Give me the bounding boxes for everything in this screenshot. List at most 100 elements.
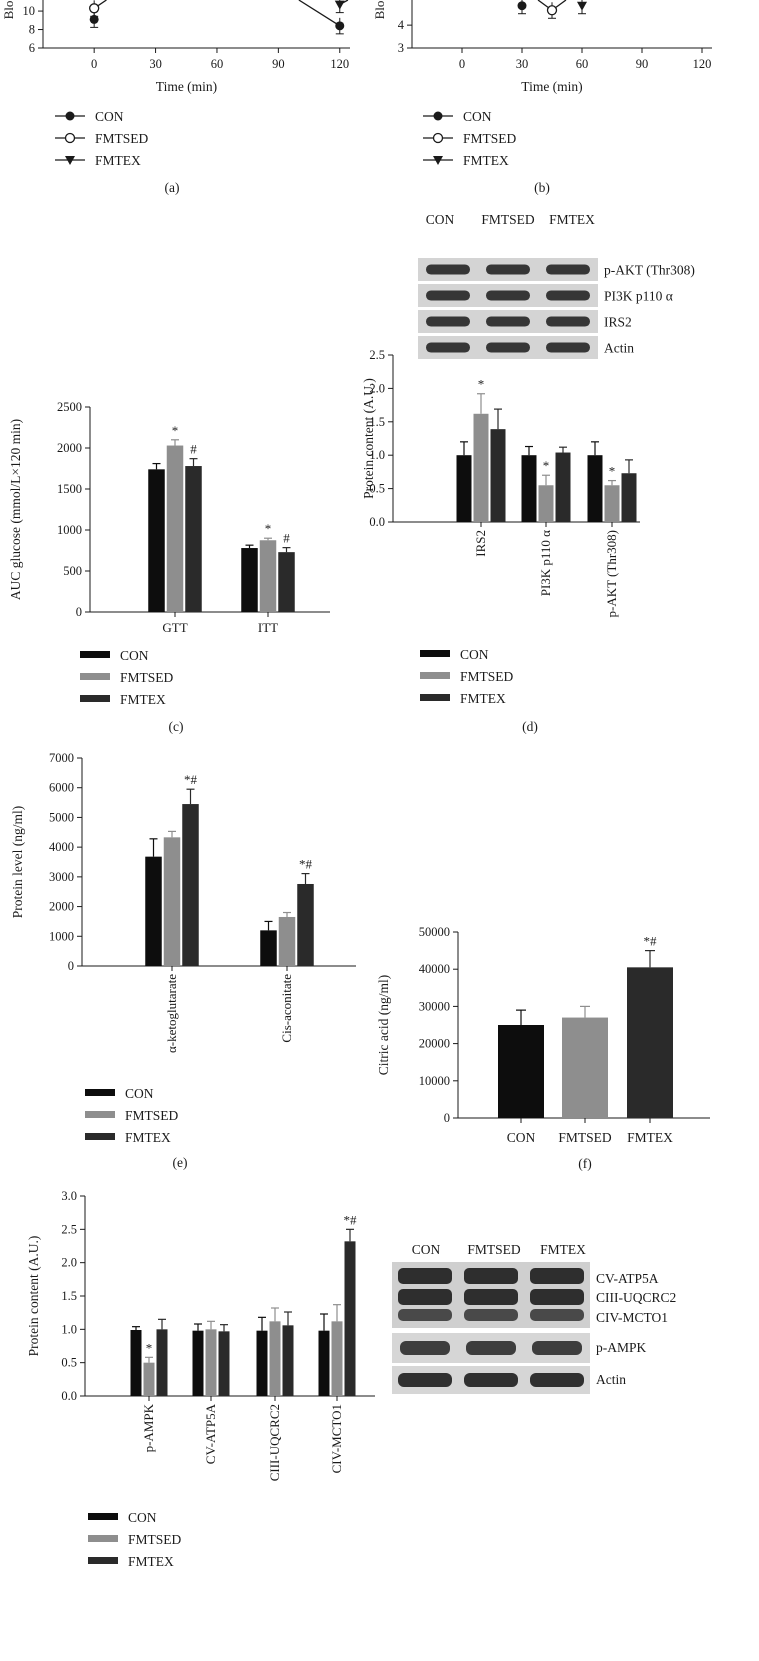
significance-mark: *# bbox=[299, 857, 313, 872]
blot-row-label: PI3K p110 α bbox=[604, 289, 673, 304]
blot-band bbox=[466, 1341, 516, 1355]
blot-band bbox=[530, 1268, 584, 1284]
blot-column-label: FMTEX bbox=[549, 212, 595, 227]
marker bbox=[334, 0, 345, 10]
x-tick-label: FMTEX bbox=[627, 1130, 673, 1145]
significance-mark: # bbox=[283, 531, 290, 546]
x-tick-label: 90 bbox=[636, 57, 649, 71]
blot-row-label: p-AKT (Thr308) bbox=[604, 263, 695, 278]
marker bbox=[65, 156, 75, 165]
y-tick-label: 40000 bbox=[419, 962, 450, 976]
panel-label: (a) bbox=[165, 180, 180, 195]
legend-label: FMTSED bbox=[128, 1532, 182, 1547]
x-tick-label: 60 bbox=[211, 57, 224, 71]
legend-swatch bbox=[420, 672, 450, 679]
significance-mark: * bbox=[543, 458, 550, 473]
blot-band bbox=[530, 1309, 584, 1321]
legend-swatch bbox=[80, 673, 110, 680]
legend-label: CON bbox=[463, 109, 492, 124]
panel-label: (c) bbox=[169, 719, 184, 734]
blot-band bbox=[486, 290, 530, 301]
y-tick-label: 1.5 bbox=[61, 1289, 77, 1303]
blot-band bbox=[398, 1309, 452, 1321]
bar bbox=[259, 540, 277, 612]
marker bbox=[65, 111, 75, 121]
blot-column-label: FMTSED bbox=[467, 1242, 521, 1257]
x-tick-label: IRS2 bbox=[473, 530, 488, 557]
x-axis-label: Time (min) bbox=[156, 79, 217, 94]
legend-label: FMTEX bbox=[95, 153, 141, 168]
y-tick-label: 3 bbox=[398, 41, 404, 55]
x-tick-label: CV-ATP5A bbox=[203, 1403, 218, 1464]
significance-mark: * bbox=[146, 1340, 153, 1355]
bar bbox=[331, 1321, 343, 1396]
legend-label: FMTSED bbox=[460, 669, 514, 684]
bar bbox=[269, 1321, 281, 1396]
x-tick-label: CIII-UQCRC2 bbox=[267, 1404, 282, 1481]
marker bbox=[577, 1, 587, 11]
blot-row-label: p-AMPK bbox=[596, 1340, 647, 1355]
y-tick-label: 2000 bbox=[49, 900, 74, 914]
significance-mark: * bbox=[478, 377, 485, 392]
x-tick-label: CIV-MCTO1 bbox=[329, 1404, 344, 1473]
x-tick-label: GTT bbox=[162, 620, 187, 635]
x-tick-label: 60 bbox=[576, 57, 589, 71]
significance-mark: *# bbox=[344, 1212, 358, 1227]
blot-band bbox=[426, 316, 470, 327]
blot-band bbox=[464, 1289, 518, 1305]
bar bbox=[166, 445, 184, 612]
marker bbox=[64, 132, 76, 144]
y-tick-label: 3000 bbox=[49, 870, 74, 884]
bar bbox=[456, 455, 472, 522]
legend-label: FMTSED bbox=[463, 131, 517, 146]
x-tick-label: FMTSED bbox=[558, 1130, 612, 1145]
blot-band bbox=[426, 290, 470, 301]
marker bbox=[89, 3, 100, 14]
legend-label: CON bbox=[95, 109, 124, 124]
blot-band bbox=[426, 342, 470, 353]
x-tick-label: 120 bbox=[693, 57, 712, 71]
y-axis-label: Blo bbox=[1, 1, 16, 20]
legend-label: FMTEX bbox=[120, 692, 166, 707]
panel-label: (e) bbox=[173, 1155, 188, 1170]
y-axis-label: Citric acid (ng/ml) bbox=[376, 975, 391, 1075]
y-tick-label: 8 bbox=[29, 23, 35, 37]
bar bbox=[318, 1330, 330, 1396]
bar bbox=[555, 452, 571, 522]
legend-label: FMTSED bbox=[120, 670, 174, 685]
blot-column-label: CON bbox=[426, 212, 455, 227]
y-axis-label: Protein content (A.U.) bbox=[361, 378, 376, 499]
bar bbox=[182, 804, 199, 966]
legend-swatch bbox=[80, 695, 110, 702]
legend-label: FMTEX bbox=[463, 153, 509, 168]
y-tick-label: 1000 bbox=[57, 523, 82, 537]
bar bbox=[218, 1331, 230, 1396]
legend-label: FMTSED bbox=[95, 131, 149, 146]
y-tick-label: 2000 bbox=[57, 441, 82, 455]
y-tick-label: 50000 bbox=[419, 925, 450, 939]
bar bbox=[145, 856, 162, 966]
x-tick-label: p-AMPK bbox=[141, 1403, 156, 1452]
y-tick-label: 30000 bbox=[419, 999, 450, 1013]
bar bbox=[604, 485, 620, 522]
y-tick-label: 0.5 bbox=[369, 482, 385, 496]
legend-swatch bbox=[420, 694, 450, 701]
significance-mark: *# bbox=[644, 934, 658, 949]
y-tick-label: 2.5 bbox=[61, 1222, 77, 1236]
x-tick-label: α-ketoglutarate bbox=[164, 974, 179, 1053]
marker bbox=[433, 156, 443, 165]
y-axis-label: AUC glucose (mmol/L×120 min) bbox=[8, 419, 23, 600]
panel-label: (d) bbox=[522, 719, 538, 734]
bar bbox=[587, 455, 603, 522]
y-axis-label: Protein content (A.U.) bbox=[26, 1236, 41, 1357]
y-axis-label: Blo bbox=[372, 1, 387, 20]
blot-band bbox=[398, 1373, 452, 1387]
bar bbox=[256, 1330, 268, 1396]
blot-band bbox=[398, 1289, 452, 1305]
x-tick-label: ITT bbox=[258, 620, 278, 635]
marker bbox=[335, 21, 345, 31]
blot-band bbox=[426, 264, 470, 275]
x-tick-label: 90 bbox=[272, 57, 285, 71]
marker bbox=[89, 14, 99, 24]
y-tick-label: 2.5 bbox=[369, 348, 385, 362]
